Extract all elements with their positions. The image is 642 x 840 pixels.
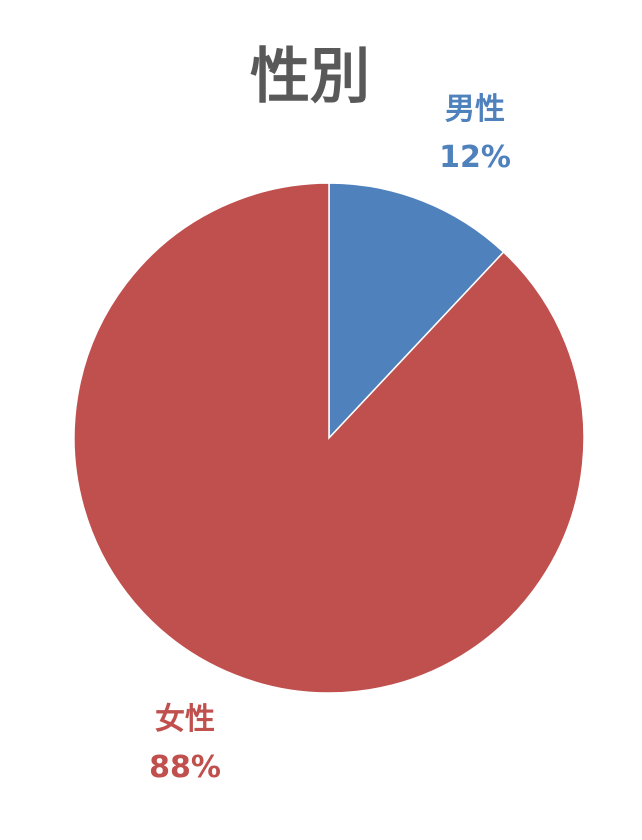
slice-label-male-value: 12% <box>439 140 511 175</box>
slice-label-male-category: 男性 <box>445 92 505 127</box>
chart-title: 性別 <box>250 42 370 112</box>
slice-label-male: 男性 12% <box>420 86 530 182</box>
slice-label-female-value: 88% <box>149 750 221 785</box>
pie-slice-male <box>328 182 505 440</box>
pie-slice-female <box>73 182 585 694</box>
slice-label-female: 女性 88% <box>130 696 240 792</box>
slice-label-female-category: 女性 <box>155 702 215 737</box>
